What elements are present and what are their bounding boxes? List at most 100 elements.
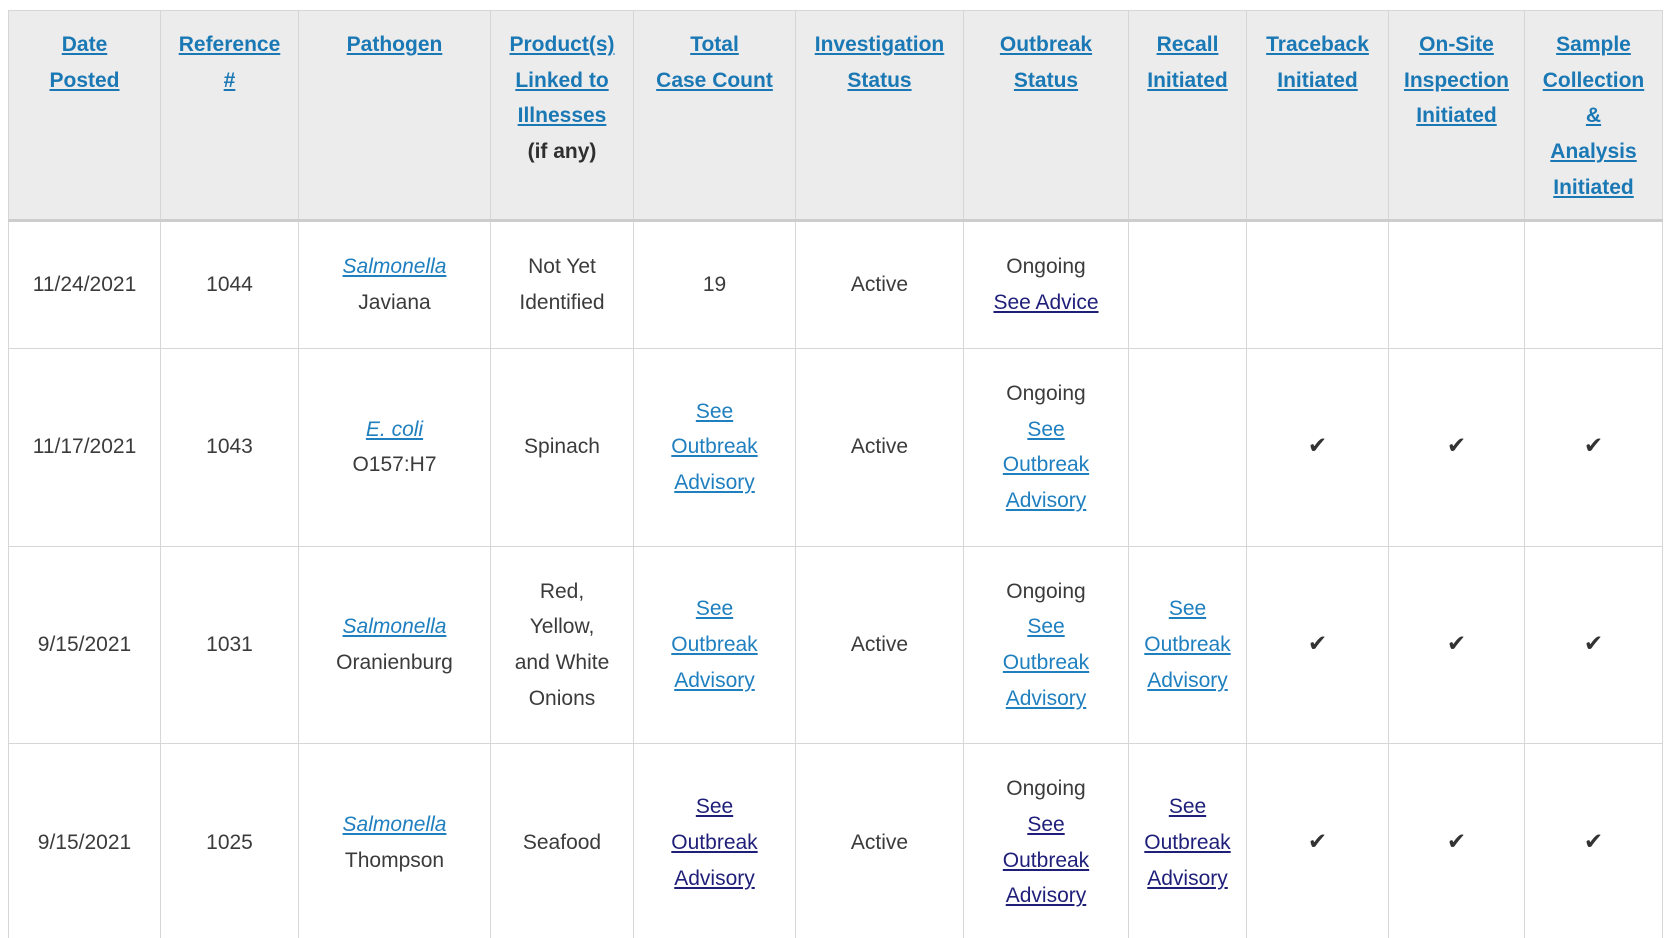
checkmark-icon: ✔ xyxy=(1583,433,1604,460)
cell-text: 1044 xyxy=(206,273,253,297)
onsite-inspection-initiated-sort-link[interactable]: On-Site Inspection Initiated xyxy=(1403,33,1509,128)
checkmark-icon: ✔ xyxy=(1307,631,1328,658)
cell-text: Seafood xyxy=(522,830,602,854)
total-case-count-sort-link[interactable]: Total Case Count xyxy=(656,33,773,92)
cell-text: Spinach xyxy=(524,435,600,459)
cell-traceback-initiated: ✔ xyxy=(1246,743,1389,938)
checkmark-icon: ✔ xyxy=(1446,433,1467,460)
see-outbreak-advisory-link[interactable]: See Outbreak Advisory xyxy=(1144,597,1231,692)
cell-traceback-initiated: ✔ xyxy=(1246,347,1389,547)
see-advice-link[interactable]: See Advice xyxy=(993,291,1099,315)
see-outbreak-advisory-link[interactable]: See Outbreak Advisory xyxy=(671,399,758,495)
cell-sample-collection-initiated xyxy=(1524,220,1663,349)
header-row: Date Posted Reference # Pathogen Product(s)… xyxy=(8,9,1663,223)
see-outbreak-advisory-link[interactable]: See Outbreak Advisory xyxy=(671,597,758,692)
cell-pathogen: Salmonella Javiana xyxy=(298,220,491,349)
see-outbreak-advisory-link[interactable]: See Outbreak Advisory xyxy=(1002,813,1090,908)
see-outbreak-advisory-link[interactable]: See Outbreak Advisory xyxy=(1002,417,1090,512)
cell-text: Ongoing xyxy=(1006,255,1086,279)
table-row: 11/24/2021 1044 Salmonella Javiana Not Yet I… xyxy=(8,220,1663,349)
column-header-investigation-status: Investigation Status xyxy=(795,9,964,223)
e-coli-link[interactable]: E. coli xyxy=(365,417,424,441)
checkmark-icon: ✔ xyxy=(1307,828,1328,855)
products-linked-sort-link[interactable]: Product(s) Linked to Illnesses xyxy=(509,33,615,128)
cell-text: 11/24/2021 xyxy=(32,273,137,297)
products-linked-note: (if any) xyxy=(527,140,597,164)
column-header-total-case-count: Total Case Count xyxy=(633,9,796,223)
date-posted-sort-link[interactable]: Date Posted xyxy=(49,33,120,92)
outbreak-status-sort-link[interactable]: Outbreak Status xyxy=(999,33,1093,92)
column-header-recall-initiated: Recall Initiated xyxy=(1128,9,1247,223)
cell-total-case-count: See Outbreak Advisory xyxy=(633,545,796,745)
cell-reference-number: 1031 xyxy=(160,545,299,745)
cell-text: Red, Yellow, and White Onions xyxy=(514,579,610,710)
checkmark-icon: ✔ xyxy=(1307,433,1328,460)
column-header-date-posted: Date Posted xyxy=(8,9,161,223)
salmonella-link[interactable]: Salmonella xyxy=(342,813,447,836)
recall-initiated-sort-link[interactable]: Recall Initiated xyxy=(1147,33,1228,92)
see-outbreak-advisory-link[interactable]: See Outbreak Advisory xyxy=(1144,795,1231,890)
checkmark-icon: ✔ xyxy=(1446,631,1467,658)
cell-traceback-initiated: ✔ xyxy=(1246,545,1389,745)
table-row: 9/15/2021 1031 Salmonella Oranienburg Red, Y… xyxy=(8,545,1663,745)
cell-reference-number: 1025 xyxy=(160,743,299,938)
cell-text: Ongoing xyxy=(1006,381,1086,405)
cell-text: Active xyxy=(850,830,909,854)
cell-text: 11/17/2021 xyxy=(32,435,137,459)
cell-date-posted: 11/24/2021 xyxy=(8,220,161,349)
cell-onsite-inspection-initiated: ✔ xyxy=(1388,743,1525,938)
checkmark-icon: ✔ xyxy=(1583,631,1604,658)
cell-text: Thompson xyxy=(344,848,445,872)
cell-outbreak-status: Ongoing See Outbreak Advisory xyxy=(963,545,1129,745)
cell-products-linked: Spinach xyxy=(490,347,634,547)
cell-investigation-status: Active xyxy=(795,545,964,745)
cell-text: 9/15/2021 xyxy=(37,633,132,657)
column-header-pathogen: Pathogen xyxy=(298,9,491,223)
cell-onsite-inspection-initiated: ✔ xyxy=(1388,347,1525,547)
cell-sample-collection-initiated: ✔ xyxy=(1524,743,1663,938)
cell-traceback-initiated xyxy=(1246,220,1389,349)
cell-text: Active xyxy=(850,435,909,459)
cell-onsite-inspection-initiated xyxy=(1388,220,1525,349)
table-row: 9/15/2021 1025 Salmonella Thompson Seafood Se… xyxy=(8,743,1663,938)
cell-products-linked: Seafood xyxy=(490,743,634,938)
investigation-status-sort-link[interactable]: Investigation Status xyxy=(814,33,945,92)
sample-collection-initiated-sort-link[interactable]: Sample Collection & Analysis Initiated xyxy=(1542,33,1645,199)
cell-text: O157:H7 xyxy=(352,453,437,477)
column-header-traceback-initiated: Traceback Initiated xyxy=(1246,9,1389,223)
cell-date-posted: 11/17/2021 xyxy=(8,347,161,547)
cell-sample-collection-initiated: ✔ xyxy=(1524,347,1663,547)
cell-investigation-status: Active xyxy=(795,220,964,349)
cell-text: Javiana xyxy=(358,291,431,315)
reference-number-sort-link[interactable]: Reference # xyxy=(178,33,281,92)
checkmark-icon: ✔ xyxy=(1446,828,1467,855)
cell-recall-initiated xyxy=(1128,220,1247,349)
cell-pathogen: Salmonella Thompson xyxy=(298,743,491,938)
cell-total-case-count: See Outbreak Advisory xyxy=(633,743,796,938)
cell-total-case-count: See Outbreak Advisory xyxy=(633,347,796,547)
cell-outbreak-status: Ongoing See Outbreak Advisory xyxy=(963,347,1129,547)
column-header-products-linked: Product(s) Linked to Illnesses (if any) xyxy=(490,9,634,223)
cell-investigation-status: Active xyxy=(795,347,964,547)
see-outbreak-advisory-link[interactable]: See Outbreak Advisory xyxy=(671,795,758,890)
cell-text: 1025 xyxy=(206,830,253,854)
table-row: 11/17/2021 1043 E. coli O157:H7 Spinach See O… xyxy=(8,347,1663,547)
salmonella-link[interactable]: Salmonella xyxy=(342,255,447,279)
cell-recall-initiated xyxy=(1128,347,1247,547)
cell-text: 1043 xyxy=(206,435,253,459)
cell-pathogen: E. coli O157:H7 xyxy=(298,347,491,547)
cell-investigation-status: Active xyxy=(795,743,964,938)
pathogen-sort-link[interactable]: Pathogen xyxy=(346,33,443,56)
cell-products-linked: Not Yet Identified xyxy=(490,220,634,349)
cell-reference-number: 1043 xyxy=(160,347,299,547)
salmonella-link[interactable]: Salmonella xyxy=(342,615,447,639)
see-outbreak-advisory-link[interactable]: See Outbreak Advisory xyxy=(1002,615,1090,710)
column-header-sample-collection-initiated: Sample Collection & Analysis Initiated xyxy=(1524,9,1663,223)
cell-text: Oranienburg xyxy=(336,650,453,674)
table-body: 11/24/2021 1044 Salmonella Javiana Not Yet I… xyxy=(8,220,1663,938)
traceback-initiated-sort-link[interactable]: Traceback Initiated xyxy=(1266,33,1369,92)
cell-text: Not Yet Identified xyxy=(519,255,605,315)
cell-date-posted: 9/15/2021 xyxy=(8,743,161,938)
cell-text: Active xyxy=(850,633,909,657)
